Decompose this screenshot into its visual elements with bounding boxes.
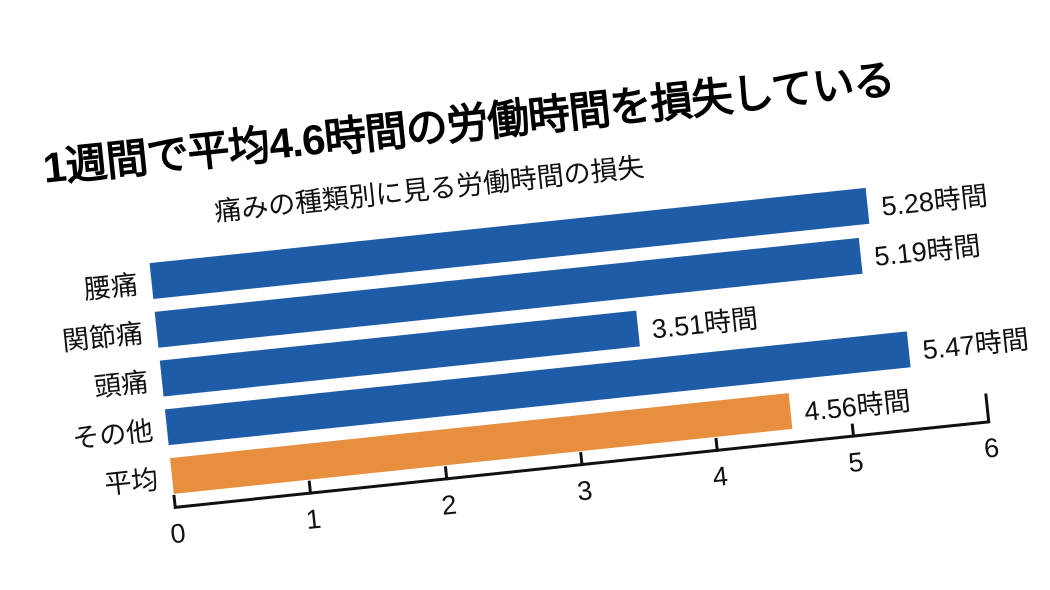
axis-tick-label: 5: [846, 446, 865, 479]
category-label: 平均: [102, 464, 160, 501]
value-label: 5.19時間: [872, 230, 982, 272]
bar-chart: 腰痛 5.28時間関節痛 5.19時間頭痛 3.51時間その他 5.47時間平均 4.56…: [53, 171, 1030, 572]
value-label: 3.51時間: [650, 302, 760, 344]
axis-tick: [984, 393, 991, 424]
axis-tick-label: 2: [440, 489, 459, 521]
category-label: 関節痛: [60, 318, 145, 357]
value-label: 4.56時間: [802, 385, 912, 427]
category-label: 頭痛: [92, 367, 150, 403]
axis-tick-label: 4: [711, 460, 730, 493]
category-label: その他: [70, 415, 155, 455]
axis-tick-label: 1: [304, 503, 323, 536]
axis-tick-label: 3: [575, 475, 594, 507]
category-label: 腰痛: [82, 269, 140, 306]
axis-tick-label: 0: [168, 517, 188, 550]
value-label: 5.47時間: [921, 323, 1031, 365]
axis-tick-label: 6: [982, 432, 1001, 464]
value-label: 5.28時間: [879, 180, 990, 222]
chart-canvas: 1週間で平均4.6時間の労働時間を損失している 痛みの種類別に見る労働時間の損失…: [40, 39, 1030, 572]
